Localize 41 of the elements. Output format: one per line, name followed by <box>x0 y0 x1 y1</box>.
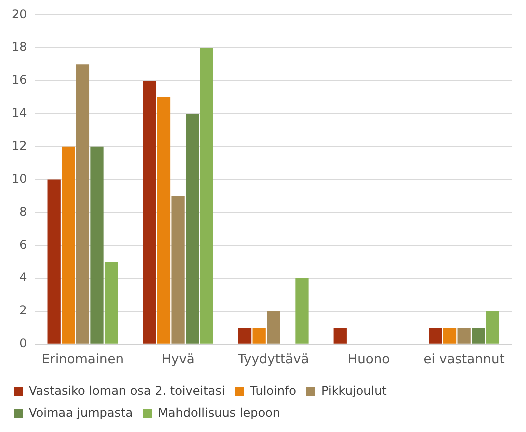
y-tick-label: 18 <box>12 40 28 54</box>
legend-label: Pikkujoulut <box>322 384 388 398</box>
bar <box>472 328 486 344</box>
bar <box>90 146 104 344</box>
legend-label: Tuloinfo <box>249 384 297 398</box>
bar <box>76 64 90 344</box>
bar <box>200 48 214 344</box>
x-tick-label: Tyydyttävä <box>237 352 310 368</box>
bar <box>62 146 76 344</box>
y-tick-label: 10 <box>12 172 28 186</box>
y-tick-label: 0 <box>20 336 28 351</box>
y-tick-label: 20 <box>12 7 28 22</box>
y-tick-label: 4 <box>20 270 28 285</box>
bar <box>334 328 347 344</box>
bar <box>186 114 200 344</box>
bar <box>48 180 61 344</box>
legend-label: Mahdollisuus lepoon <box>158 406 281 420</box>
y-tick-label: 16 <box>12 73 28 88</box>
bar <box>238 328 252 344</box>
x-tick-label: Huono <box>348 352 390 368</box>
x-tick-label: ei vastannut <box>424 352 505 368</box>
legend-label: Voimaa jumpasta <box>29 406 134 420</box>
bar <box>296 278 309 344</box>
bar <box>157 98 171 344</box>
y-tick-label: 12 <box>12 139 28 154</box>
bar <box>143 81 156 344</box>
bar <box>104 262 118 344</box>
bar <box>443 328 457 344</box>
bar <box>252 328 266 344</box>
x-tick-label: Hyvä <box>162 352 195 368</box>
x-tick-label: Erinomainen <box>42 352 124 368</box>
bar <box>429 328 442 344</box>
bar <box>267 311 280 344</box>
y-tick-label: 6 <box>20 238 28 252</box>
bar <box>486 311 500 344</box>
bar <box>458 328 471 344</box>
legend-label: Vastasiko loman osa 2. toiveitasi <box>29 384 226 398</box>
y-tick-label: 2 <box>20 304 28 318</box>
y-tick-label: 8 <box>20 204 28 219</box>
bar <box>172 196 185 344</box>
y-tick-label: 14 <box>12 106 28 120</box>
